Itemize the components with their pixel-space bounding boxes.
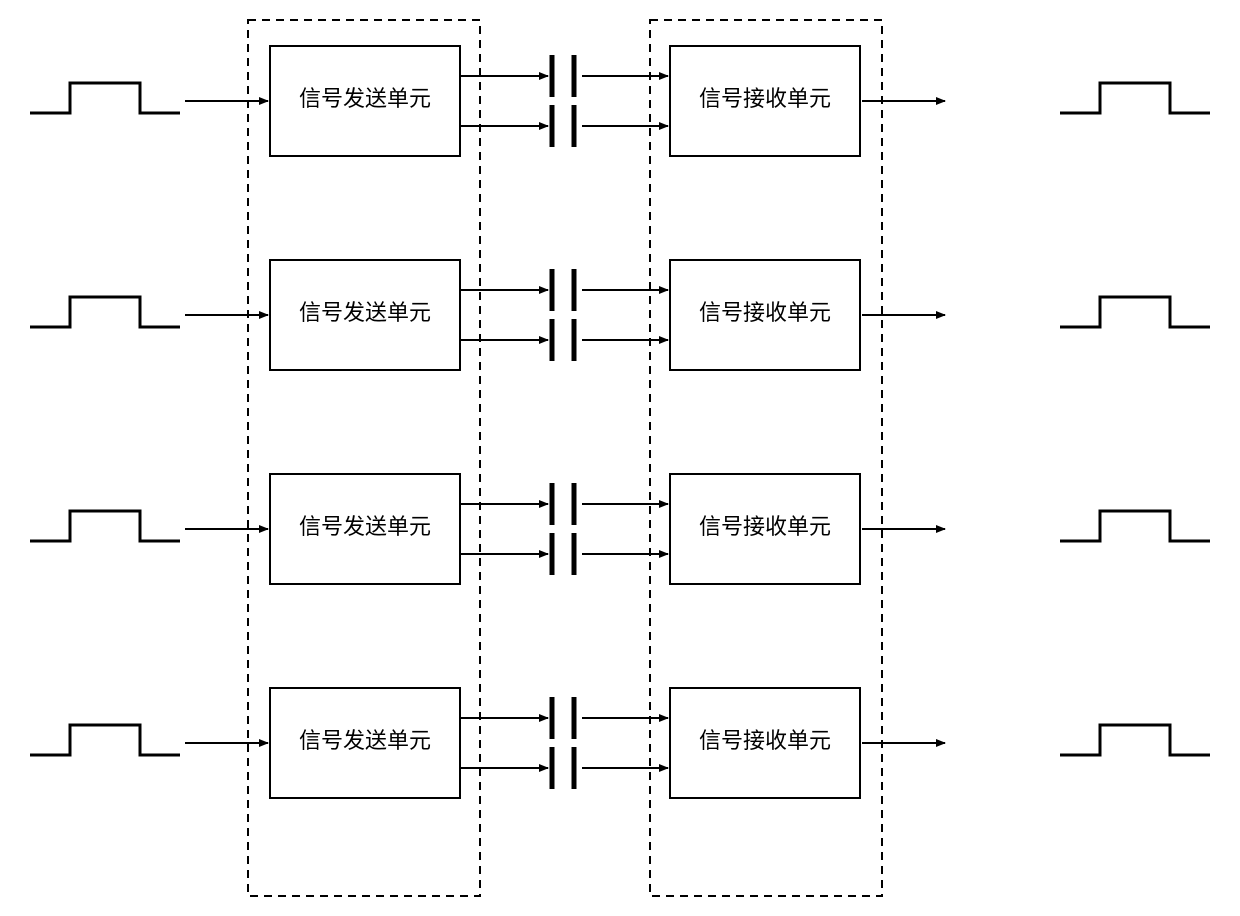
output-pulse-1 [1060,297,1210,327]
input-pulse-1 [30,297,180,327]
rx-unit-label-3: 信号接收单元 [699,728,831,753]
tx-unit-label-2: 信号发送单元 [299,514,431,539]
rx-unit-label-2: 信号接收单元 [699,514,831,539]
input-pulse-3 [30,725,180,755]
input-pulse-0 [30,83,180,113]
tx-unit-label-0: 信号发送单元 [299,86,431,111]
rx-unit-label-0: 信号接收单元 [699,86,831,111]
rx-unit-label-1: 信号接收单元 [699,300,831,325]
output-pulse-3 [1060,725,1210,755]
output-pulse-0 [1060,83,1210,113]
output-pulse-2 [1060,511,1210,541]
tx-unit-label-3: 信号发送单元 [299,728,431,753]
tx-unit-label-1: 信号发送单元 [299,300,431,325]
input-pulse-2 [30,511,180,541]
